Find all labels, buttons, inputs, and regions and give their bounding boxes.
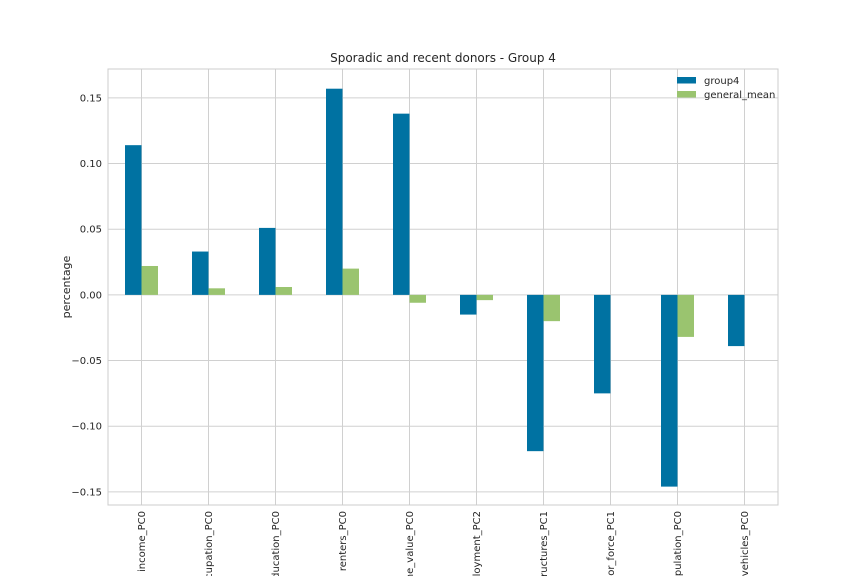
bar-general_mean-income_PC0 [141,265,158,295]
x-tick-label: ccupation_PC0 [204,511,215,576]
bar-group4-income_PC0 [125,145,142,295]
bars [125,88,745,487]
y-tick-label: 0.15 [80,93,102,104]
y-tick-label: −0.15 [71,487,102,498]
bar-group4-renters_PC0 [326,88,343,295]
bar-general_mean-me_value_PC0 [409,294,426,303]
legend: group4 general_mean [677,76,775,101]
legend-swatch-group4 [677,77,696,84]
x-tick-label: tructures_PC1 [539,511,550,576]
y-axis-label: percentage [60,255,73,318]
bar-general_mean-ducation_PC0 [275,287,292,295]
bar-general_mean-opulation_PC0 [677,294,694,337]
legend-label-group4: group4 [704,76,739,87]
y-tick-labels: −0.15 −0.10 −0.05 0.00 0.05 0.10 0.15 [71,93,102,498]
x-tick-label: vehicles_PC0 [740,511,751,576]
bar-general_mean-ployment_PC2 [476,294,493,301]
legend-swatch-general-mean [677,91,696,98]
bar-general_mean-ccupation_PC0 [208,288,225,295]
x-tick-label: renters_PC0 [338,511,349,571]
y-tick-label: −0.05 [71,356,102,367]
x-tick-label: income_PC0 [137,511,148,572]
x-tick-label: ducation_PC0 [271,511,282,576]
y-tick-label: 0.05 [80,225,102,236]
bar-group4-ducation_PC0 [259,227,276,295]
x-tick-labels: income_PC0 ccupation_PC0 ducation_PC0 rente… [137,511,751,576]
bar-group4-tructures_PC1 [527,294,544,452]
bar-general_mean-renters_PC0 [342,268,359,295]
chart-title: Sporadic and recent donors - Group 4 [330,51,556,65]
bar-group4-ccupation_PC0 [192,251,209,295]
x-tick-label: ployment_PC2 [472,511,483,576]
bar-group4-ployment_PC2 [460,294,477,315]
legend-label-general-mean: general_mean [704,90,775,101]
x-tick-label: or_force_PC1 [606,511,617,576]
y-tick-label: −0.10 [71,422,102,433]
x-tick-label: me_value_PC0 [405,511,416,576]
y-tick-label: 0.10 [80,159,102,170]
bar-general_mean-tructures_PC1 [543,294,560,322]
y-tick-label: 0.00 [80,290,102,301]
bar-group4-vehicles_PC0 [728,294,745,347]
x-tick-label: opulation_PC0 [673,511,684,576]
bar-group4-opulation_PC0 [661,294,678,487]
bar-group4-me_value_PC0 [393,113,410,295]
bar-group4-or_force_PC1 [594,294,611,394]
plot-frame [107,68,779,506]
